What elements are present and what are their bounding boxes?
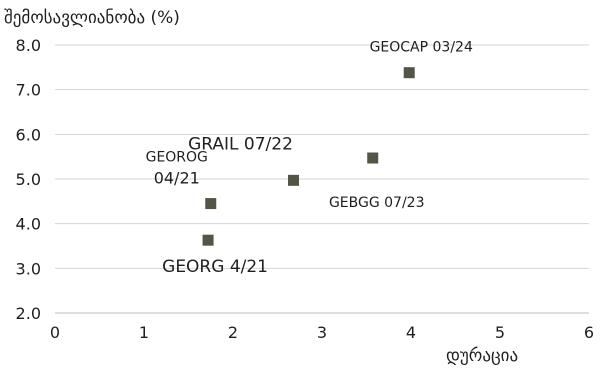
point-label: GEOCAP 03/24	[370, 40, 473, 56]
x-tick-labels: 0 1 2 3 4 5 6	[50, 323, 594, 342]
x-tick-label: 4	[406, 323, 416, 342]
data-point	[203, 235, 214, 246]
y-tick-label: 7.0	[16, 81, 41, 100]
x-tick-label: 2	[228, 323, 238, 342]
point-label: GEBGG 07/23	[329, 195, 425, 211]
y-axis-title: შემოსავლიანობა (%)	[4, 8, 180, 28]
point-label: GEOROG 04/21	[146, 150, 208, 188]
data-points	[203, 67, 415, 246]
x-axis-title: დურაცია	[446, 346, 518, 366]
x-tick-label: 3	[317, 323, 327, 342]
data-point	[288, 175, 299, 186]
x-tick-label: 1	[139, 323, 149, 342]
y-tick-label: 6.0	[16, 125, 41, 144]
y-tick-label: 3.0	[16, 259, 41, 278]
x-tick-label: 6	[584, 323, 594, 342]
y-tick-label: 4.0	[16, 215, 41, 234]
x-tick-label: 5	[495, 323, 505, 342]
data-point	[367, 153, 378, 164]
y-tick-label: 2.0	[16, 304, 41, 323]
y-tick-labels: 2.0 3.0 4.0 5.0 6.0 7.0 8.0	[16, 36, 41, 323]
data-point	[404, 67, 415, 78]
data-point	[205, 198, 216, 209]
y-tick-label: 8.0	[16, 36, 41, 55]
point-label: GEORG 4/21	[162, 257, 268, 277]
x-tick-label: 0	[50, 323, 60, 342]
y-tick-label: 5.0	[16, 170, 41, 189]
gridlines	[55, 45, 589, 313]
